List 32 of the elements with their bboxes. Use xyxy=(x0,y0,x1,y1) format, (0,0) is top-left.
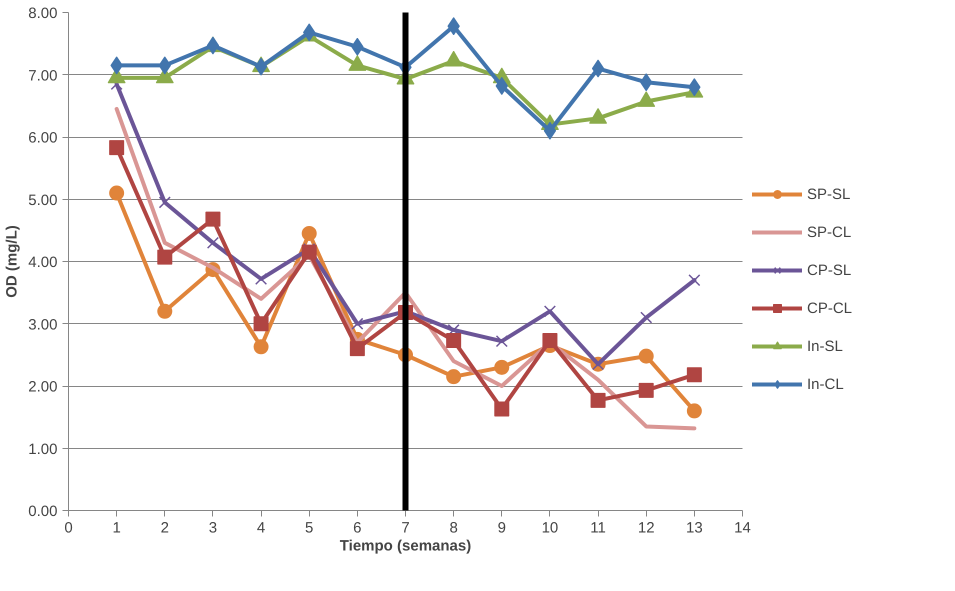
legend-label: CP-SL xyxy=(807,262,852,278)
y-tick-label: 4.00 xyxy=(28,254,58,271)
y-tick-label: 8.00 xyxy=(28,5,58,22)
x-tick-label: 4 xyxy=(256,520,266,536)
x-tick-label: 3 xyxy=(208,520,218,536)
x-tick-label: 5 xyxy=(305,520,314,536)
legend-label: In-SL xyxy=(807,338,843,354)
y-axis-title: OD (mg/L) xyxy=(3,225,20,298)
x-tick-label: 11 xyxy=(590,520,606,536)
legend-label: SP-SL xyxy=(807,186,850,202)
x-tick-label: 8 xyxy=(449,520,458,536)
x-tick-label: 12 xyxy=(638,520,655,536)
y-tick-label: 7.00 xyxy=(28,67,58,84)
x-tick-label: 14 xyxy=(734,520,751,536)
y-tick-label: 1.00 xyxy=(28,440,58,458)
y-tick-label: 5.00 xyxy=(28,192,58,209)
y-tick-label: 3.00 xyxy=(28,316,58,334)
x-tick-label: 1 xyxy=(112,520,121,536)
x-tick-label: 13 xyxy=(686,520,703,536)
x-tick-label: 0 xyxy=(64,520,73,536)
y-tick-label: 2.00 xyxy=(28,378,58,396)
x-tick-label: 10 xyxy=(542,520,558,536)
legend-label: In-CL xyxy=(807,376,844,392)
x-tick-label: 2 xyxy=(160,520,169,536)
x-tick-label: 6 xyxy=(353,520,362,536)
legend-label: CP-CL xyxy=(807,300,852,316)
legend-label: SP-CL xyxy=(807,224,852,240)
x-axis-title: Tiempo (semanas) xyxy=(340,538,472,554)
x-tick-label: 9 xyxy=(498,520,506,536)
y-tick-label: 0.00 xyxy=(28,503,58,520)
x-tick-label: 7 xyxy=(401,520,410,536)
y-tick-label: 6.00 xyxy=(28,130,58,146)
